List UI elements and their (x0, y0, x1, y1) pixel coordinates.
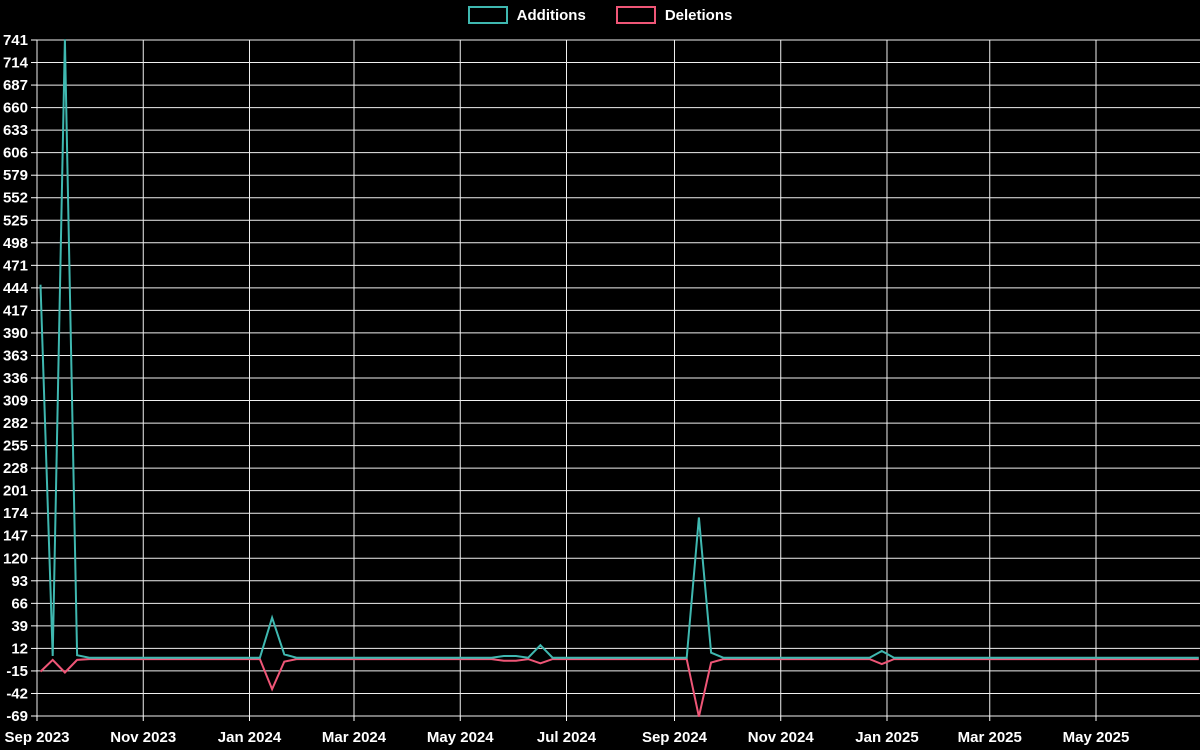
y-tick-label: 255 (3, 438, 28, 455)
x-tick-label: Mar 2025 (958, 729, 1022, 746)
y-tick-label: 390 (3, 325, 28, 342)
x-tick-label: Jan 2024 (218, 729, 282, 746)
y-tick-label: 579 (3, 167, 28, 184)
y-tick-label: -69 (6, 708, 28, 725)
y-tick-labels: 741 714 687 660 633 606 579 552 525 498 471 444 417 3… (3, 32, 29, 725)
legend-label-additions: Additions (516, 6, 586, 24)
additions-swatch-icon (467, 6, 508, 24)
y-tick-label: 363 (3, 347, 28, 364)
x-tick-label: Nov 2024 (748, 729, 815, 746)
x-tick-label: Sep 2023 (4, 729, 69, 746)
x-tick-label: Mar 2024 (322, 729, 387, 746)
legend-label-deletions: Deletions (664, 6, 733, 24)
y-tick-label: 417 (3, 302, 28, 319)
series-line-additions (39, 39, 1199, 659)
x-tick-label: Nov 2023 (110, 729, 176, 746)
series-line-deletions (39, 658, 1199, 717)
legend-item-deletions[interactable]: Deletions (615, 6, 733, 24)
y-tick-label: 471 (3, 257, 28, 274)
x-tick-labels: Sep 2023 Nov 2023 Jan 2024 Mar 2024 May 2024… (4, 729, 1129, 746)
y-tick-label: 687 (3, 77, 28, 94)
y-tick-label: 606 (3, 145, 28, 162)
y-tick-label: 282 (3, 415, 28, 432)
y-tick-label: 120 (3, 550, 28, 567)
y-tick-label: 552 (3, 190, 28, 207)
y-tick-label: 174 (3, 505, 29, 522)
deletions-swatch-icon (615, 6, 656, 24)
y-tick-label: 633 (3, 122, 28, 139)
y-tick-label: 525 (3, 212, 28, 229)
y-tick-label: 39 (11, 618, 28, 635)
y-tick-label: 147 (3, 528, 28, 545)
x-tick-label: Sep 2024 (642, 729, 708, 746)
x-tick-label: Jan 2025 (855, 729, 918, 746)
legend-item-additions[interactable]: Additions (467, 6, 586, 24)
y-tick-label: 201 (3, 483, 28, 500)
gridlines (36, 39, 1200, 717)
y-tick-label: 309 (3, 393, 28, 410)
y-tick-label: 444 (3, 280, 29, 297)
y-tick-label: 741 (3, 32, 28, 49)
y-tick-label: 12 (11, 640, 28, 657)
x-tick-label: Jul 2024 (537, 729, 597, 746)
y-tick-label: 66 (11, 595, 28, 612)
y-tick-label: -42 (6, 685, 28, 702)
x-tick-label: May 2024 (427, 729, 494, 746)
chart-legend: Additions Deletions (0, 6, 1200, 24)
y-tick-label: 228 (3, 460, 28, 477)
y-tick-label: -15 (6, 663, 28, 680)
y-tick-label: 498 (3, 235, 28, 252)
y-tick-label: 660 (3, 100, 28, 117)
y-tick-label: 714 (3, 55, 29, 72)
tick-marks (31, 39, 1097, 721)
x-tick-label: May 2025 (1063, 729, 1130, 746)
y-tick-label: 93 (11, 573, 28, 590)
y-tick-label: 336 (3, 370, 28, 387)
